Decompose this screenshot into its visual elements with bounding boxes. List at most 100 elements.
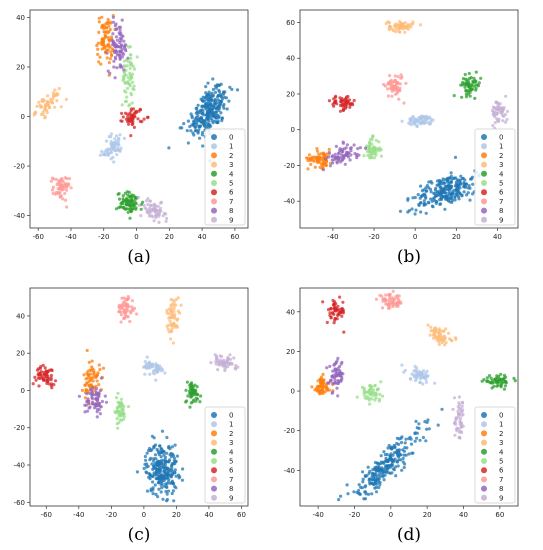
scatter-point-class-0 [407, 437, 411, 441]
subplot-caption: (a) [127, 247, 150, 267]
legend-label-1: 1 [229, 143, 233, 151]
scatter-point-class-6 [339, 99, 343, 104]
scatter-point-class-0 [206, 81, 210, 85]
scatter-point-class-7 [51, 191, 55, 196]
scatter-point-class-0 [212, 110, 216, 115]
scatter-point-class-1 [413, 364, 417, 368]
scatter-point-class-8 [111, 32, 115, 36]
scatter-point-class-6 [340, 314, 344, 318]
scatter-point-class-6 [129, 134, 133, 138]
scatter-point-class-8 [108, 71, 112, 75]
scatter-point-class-7 [380, 306, 385, 310]
scatter-point-class-0 [431, 197, 435, 201]
scatter-point-class-0 [345, 483, 349, 487]
scatter-point-class-4 [117, 197, 122, 201]
scatter-point-class-0 [192, 121, 196, 125]
scatter-point-class-0 [173, 443, 177, 447]
scatter-point-class-0 [441, 187, 445, 191]
scatter-point-class-6 [329, 316, 333, 320]
scatter-point-class-8 [96, 394, 100, 398]
scatter-point-class-3 [436, 336, 440, 340]
scatter-point-class-2 [310, 155, 314, 159]
scatter-point-class-6 [130, 122, 134, 126]
scatter-point-class-2 [315, 158, 319, 163]
scatter-point-class-0 [228, 85, 232, 89]
scatter-point-class-1 [413, 117, 417, 121]
scatter-point-class-2 [324, 163, 328, 168]
scatter-point-class-1 [152, 372, 156, 376]
legend-marker-9 [481, 494, 487, 501]
scatter-point-class-9 [504, 120, 508, 124]
scatter-point-class-7 [392, 85, 396, 89]
scatter-point-class-9 [146, 209, 151, 213]
scatter-point-class-3 [64, 97, 68, 101]
scatter-point-class-3 [409, 25, 413, 29]
scatter-point-class-0 [456, 195, 461, 199]
scatter-point-class-6 [36, 373, 40, 377]
scatter-point-class-0 [438, 194, 443, 198]
scatter-point-class-0 [152, 473, 156, 477]
scatter-point-class-5 [377, 399, 381, 403]
scatter-point-class-4 [469, 87, 473, 91]
scatter-point-class-8 [87, 406, 91, 410]
scatter-point-class-0 [388, 471, 392, 475]
scatter-point-class-0 [159, 459, 163, 463]
x-tick-label: -60 [32, 233, 43, 241]
scatter-point-class-6 [38, 376, 42, 381]
scatter-point-class-0 [165, 435, 169, 440]
scatter-point-class-5 [374, 138, 378, 142]
scatter-point-class-0 [178, 475, 182, 479]
scatter-point-class-0 [196, 114, 200, 118]
legend-label-3: 3 [499, 161, 503, 169]
scatter-point-class-0 [403, 441, 407, 445]
scatter-point-class-4 [129, 209, 133, 213]
scatter-point-class-3 [46, 100, 50, 104]
scatter-point-class-0 [174, 474, 178, 478]
scatter-point-class-4 [498, 377, 502, 381]
scatter-point-class-0 [424, 189, 428, 193]
scatter-point-class-3 [449, 338, 453, 342]
scatter-point-class-5 [371, 146, 375, 150]
scatter-point-class-0 [409, 442, 414, 446]
scatter-point-class-0 [386, 446, 390, 450]
scatter-point-class-9 [460, 413, 464, 417]
scatter-point-class-0 [413, 212, 417, 216]
scatter-point-class-2 [109, 35, 113, 39]
legend-label-3: 3 [229, 439, 233, 447]
scatter-point-class-6 [342, 330, 346, 334]
scatter-point-class-0 [164, 460, 168, 464]
scatter-point-class-0 [194, 117, 198, 121]
scatter-point-class-8 [336, 356, 340, 360]
scatter-point-class-4 [199, 394, 203, 398]
scatter-point-class-0 [204, 91, 208, 95]
scatter-point-class-8 [341, 155, 345, 159]
scatter-point-class-8 [113, 24, 117, 28]
scatter-point-class-6 [46, 379, 50, 383]
scatter-point-class-8 [330, 158, 334, 162]
scatter-point-class-0 [379, 468, 383, 472]
scatter-point-class-0 [390, 446, 394, 450]
scatter-point-class-0 [361, 470, 365, 474]
scatter-point-class-3 [32, 113, 36, 117]
scatter-point-class-0 [154, 492, 158, 496]
scatter-point-class-4 [186, 394, 190, 398]
scatter-point-class-0 [205, 109, 209, 113]
scatter-point-class-7 [388, 295, 392, 299]
scatter-point-class-3 [394, 27, 398, 31]
scatter-point-class-6 [332, 312, 336, 316]
scatter-point-class-1 [112, 141, 116, 145]
scatter-point-class-0 [362, 497, 366, 501]
scatter-point-class-5 [135, 55, 139, 59]
scatter-point-class-7 [391, 304, 395, 309]
scatter-point-class-5 [132, 84, 136, 88]
scatter-point-class-9 [218, 361, 222, 365]
scatter-point-class-3 [170, 324, 174, 328]
scatter-point-class-0 [389, 465, 393, 469]
scatter-point-class-2 [97, 30, 101, 34]
scatter-point-class-3 [394, 30, 398, 34]
scatter-point-class-8 [115, 44, 119, 48]
scatter-point-class-8 [95, 404, 99, 408]
scatter-point-class-5 [129, 56, 133, 61]
scatter-point-class-0 [186, 141, 190, 145]
scatter-point-class-0 [196, 103, 200, 107]
